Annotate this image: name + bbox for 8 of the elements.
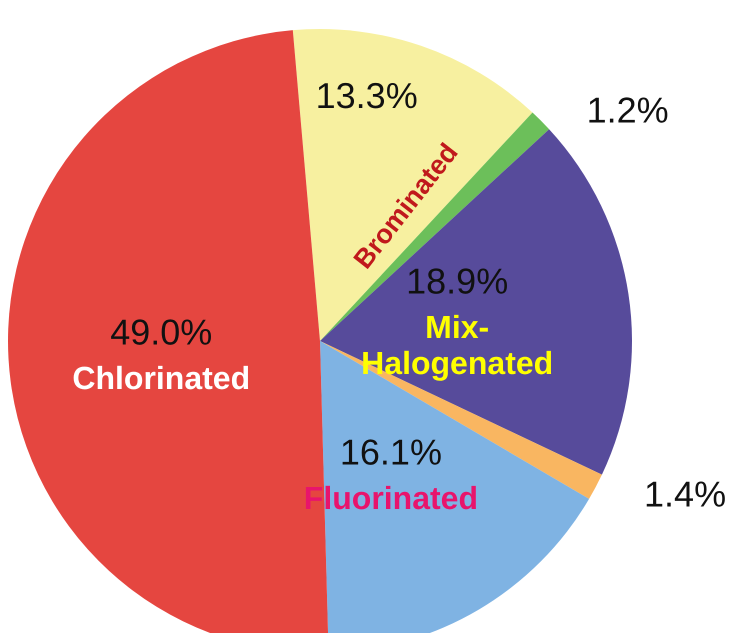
data-label: 16.1% [340, 431, 442, 472]
data-label: 49.0% [110, 312, 212, 353]
slice-label: Mix- Halogenated [361, 308, 554, 381]
slice-label: Chlorinated [72, 360, 250, 396]
data-label: 18.9% [406, 260, 508, 302]
data-label: 13.3% [316, 75, 418, 116]
data-label: 1.2% [586, 90, 669, 131]
data-label: 1.4% [644, 473, 726, 514]
